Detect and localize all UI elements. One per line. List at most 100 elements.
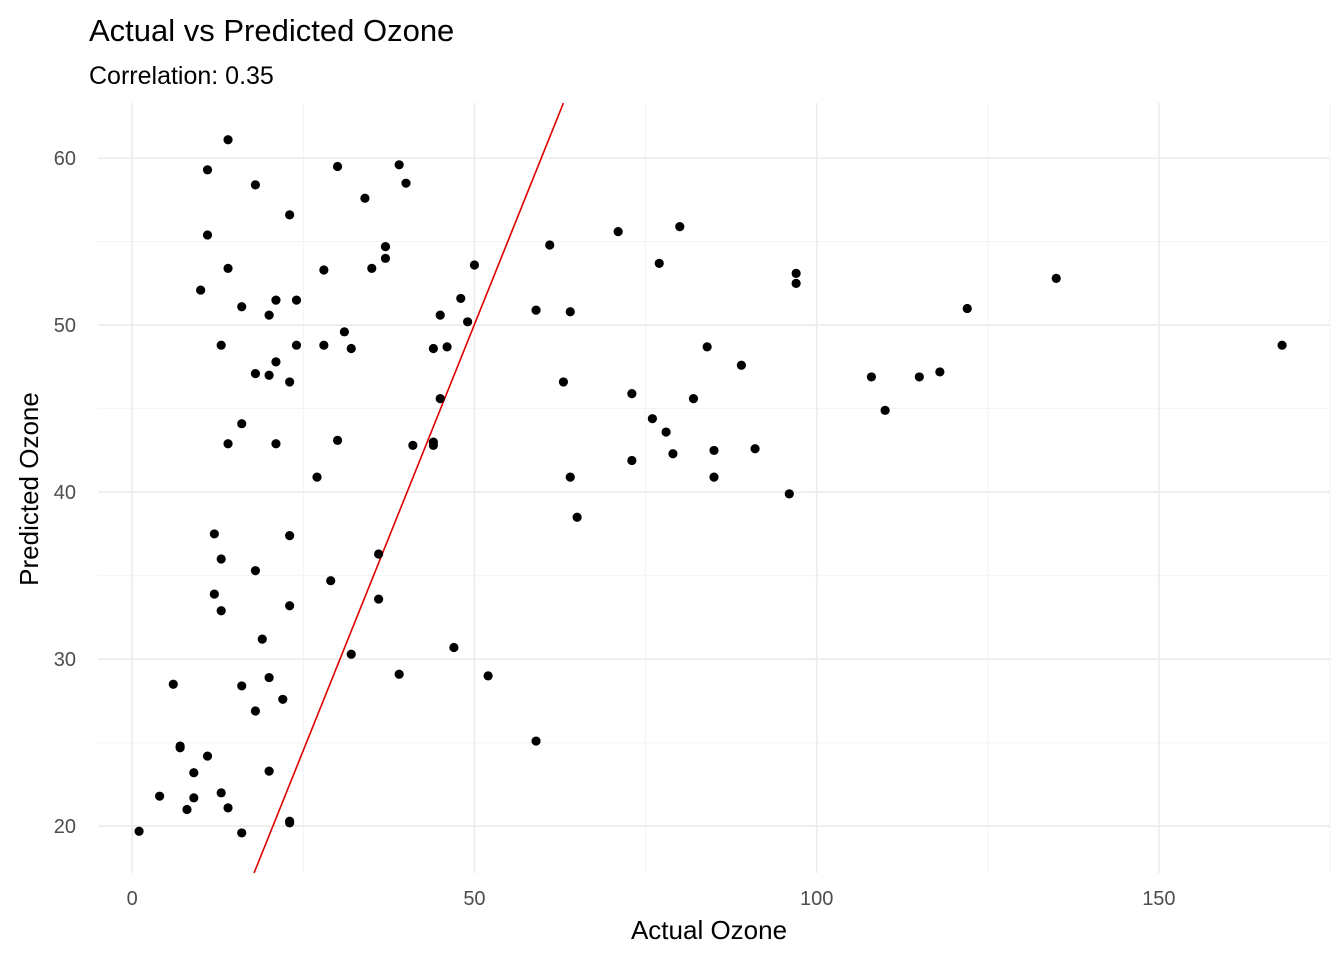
data-point xyxy=(435,394,445,404)
data-point xyxy=(627,389,637,399)
data-point xyxy=(394,160,404,170)
x-tick-label: 50 xyxy=(463,888,485,910)
data-point xyxy=(189,793,199,803)
data-point xyxy=(237,419,247,429)
data-point xyxy=(237,302,247,312)
data-point xyxy=(278,694,288,704)
data-point xyxy=(866,372,877,382)
data-point xyxy=(237,828,247,838)
y-tick-label: 20 xyxy=(54,816,76,838)
data-point xyxy=(531,736,541,746)
data-point xyxy=(312,472,322,482)
data-point xyxy=(394,669,404,679)
data-point xyxy=(1277,340,1287,350)
data-point xyxy=(291,295,302,305)
data-point xyxy=(285,818,295,828)
chart-title: Actual vs Predicted Ozone xyxy=(89,13,454,48)
data-point xyxy=(613,227,623,237)
data-point xyxy=(291,340,302,350)
data-point xyxy=(531,305,541,315)
data-point xyxy=(250,368,261,379)
data-point xyxy=(380,242,391,252)
data-point xyxy=(216,606,226,616)
data-point xyxy=(675,222,685,232)
data-point xyxy=(202,165,213,175)
data-point xyxy=(408,440,418,451)
data-point xyxy=(285,210,295,220)
data-point xyxy=(223,439,233,449)
data-point xyxy=(216,788,226,798)
data-point xyxy=(134,826,144,836)
data-point xyxy=(428,343,438,354)
tick-labels: 0 50 100 150 20 30 40 50 60 xyxy=(54,148,1176,910)
data-point xyxy=(155,791,165,801)
data-point xyxy=(1051,273,1061,283)
data-point xyxy=(175,741,185,751)
data-point xyxy=(264,310,274,320)
data-point xyxy=(367,263,377,273)
reference-line-layer xyxy=(253,102,565,874)
data-point xyxy=(456,293,466,304)
data-point xyxy=(702,342,712,352)
data-point xyxy=(791,278,801,288)
data-point xyxy=(285,531,295,541)
data-point xyxy=(627,455,637,466)
y-tick-label: 60 xyxy=(54,148,76,170)
data-point xyxy=(216,554,226,564)
data-point xyxy=(545,240,555,250)
data-point xyxy=(688,394,699,404)
data-point xyxy=(661,427,671,437)
data-point xyxy=(558,377,569,387)
data-point xyxy=(285,377,295,387)
data-point xyxy=(202,230,213,240)
y-tick-label: 50 xyxy=(54,315,76,337)
data-point xyxy=(326,576,336,586)
grid xyxy=(98,103,1331,873)
data-point xyxy=(202,751,213,761)
y-axis-title: Predicted Ozone xyxy=(14,392,44,586)
data-point xyxy=(196,285,206,295)
x-tick-label: 0 xyxy=(127,888,138,910)
data-point xyxy=(935,367,945,377)
y-tick-label: 30 xyxy=(54,649,76,671)
data-point xyxy=(565,472,575,482)
data-point xyxy=(257,634,267,644)
data-point xyxy=(223,263,233,273)
data-point xyxy=(565,307,575,317)
data-point xyxy=(709,472,719,482)
data-point xyxy=(285,601,295,611)
data-point xyxy=(709,445,719,456)
data-point xyxy=(332,161,343,172)
data-point xyxy=(374,594,384,604)
data-point xyxy=(401,178,411,188)
data-point xyxy=(264,672,274,683)
data-point xyxy=(332,435,343,445)
x-tick-label: 100 xyxy=(800,888,833,910)
x-tick-label: 150 xyxy=(1142,888,1175,910)
data-point xyxy=(346,343,356,354)
data-point xyxy=(264,766,274,776)
data-point xyxy=(750,444,760,454)
data-point xyxy=(442,342,452,352)
data-point xyxy=(182,804,192,815)
data-point xyxy=(346,649,356,659)
data-point xyxy=(223,803,233,813)
data-point xyxy=(736,360,746,370)
points-layer xyxy=(134,135,1287,838)
data-point xyxy=(572,512,582,522)
data-point xyxy=(319,265,329,275)
data-point xyxy=(264,370,274,380)
data-point xyxy=(483,671,493,681)
data-point xyxy=(469,260,480,270)
data-point xyxy=(209,529,219,539)
data-point xyxy=(209,589,219,599)
data-point xyxy=(962,303,972,314)
reference-line xyxy=(253,102,565,874)
data-point xyxy=(784,489,794,499)
data-point xyxy=(271,439,281,449)
y-tick-label: 40 xyxy=(54,482,76,504)
data-point xyxy=(380,253,391,263)
data-point xyxy=(791,268,801,278)
data-point xyxy=(223,135,233,145)
